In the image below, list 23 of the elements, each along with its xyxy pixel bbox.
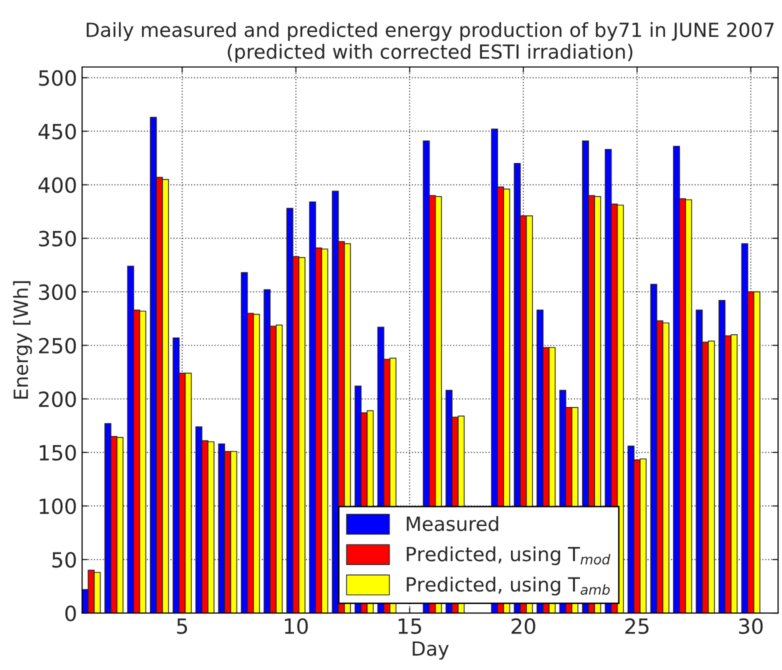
legend-label: Predicted, using T$_{amb}$ <box>406 576 610 596</box>
x-tick-label: 30 <box>739 618 763 634</box>
x-tick-label: 10 <box>284 618 308 634</box>
x-axis-title: Day <box>412 641 449 660</box>
y-tick-label: 350 <box>39 230 76 247</box>
legend-label: Measured <box>406 516 498 532</box>
y-tick-label: 400 <box>38 177 76 193</box>
y-tick-label: 250 <box>39 338 76 354</box>
x-tick-label: 15 <box>398 618 422 634</box>
y-tick-label: 450 <box>38 124 76 140</box>
y-tick-label: 0 <box>65 606 76 622</box>
x-tick-label: 20 <box>512 618 536 634</box>
legend-label: Predicted, using T$_{mod}$ <box>406 546 610 566</box>
y-tick-label: 500 <box>39 70 76 86</box>
y-tick-label: 50 <box>52 552 76 568</box>
x-tick-label: 5 <box>177 618 187 634</box>
y-tick-label: 200 <box>39 391 76 408</box>
chart-title: Daily measured and predicted energy production of by71 in JUNE 2007 (predicted with corrected ESTI irradiation) <box>86 22 774 63</box>
x-tick-label: 25 <box>625 618 649 634</box>
y-tick-label: 300 <box>39 284 76 300</box>
y-axis-title: Energy [Wh] <box>13 281 32 399</box>
y-tick-label: 100 <box>40 498 76 514</box>
y-tick-label: 150 <box>40 444 76 461</box>
